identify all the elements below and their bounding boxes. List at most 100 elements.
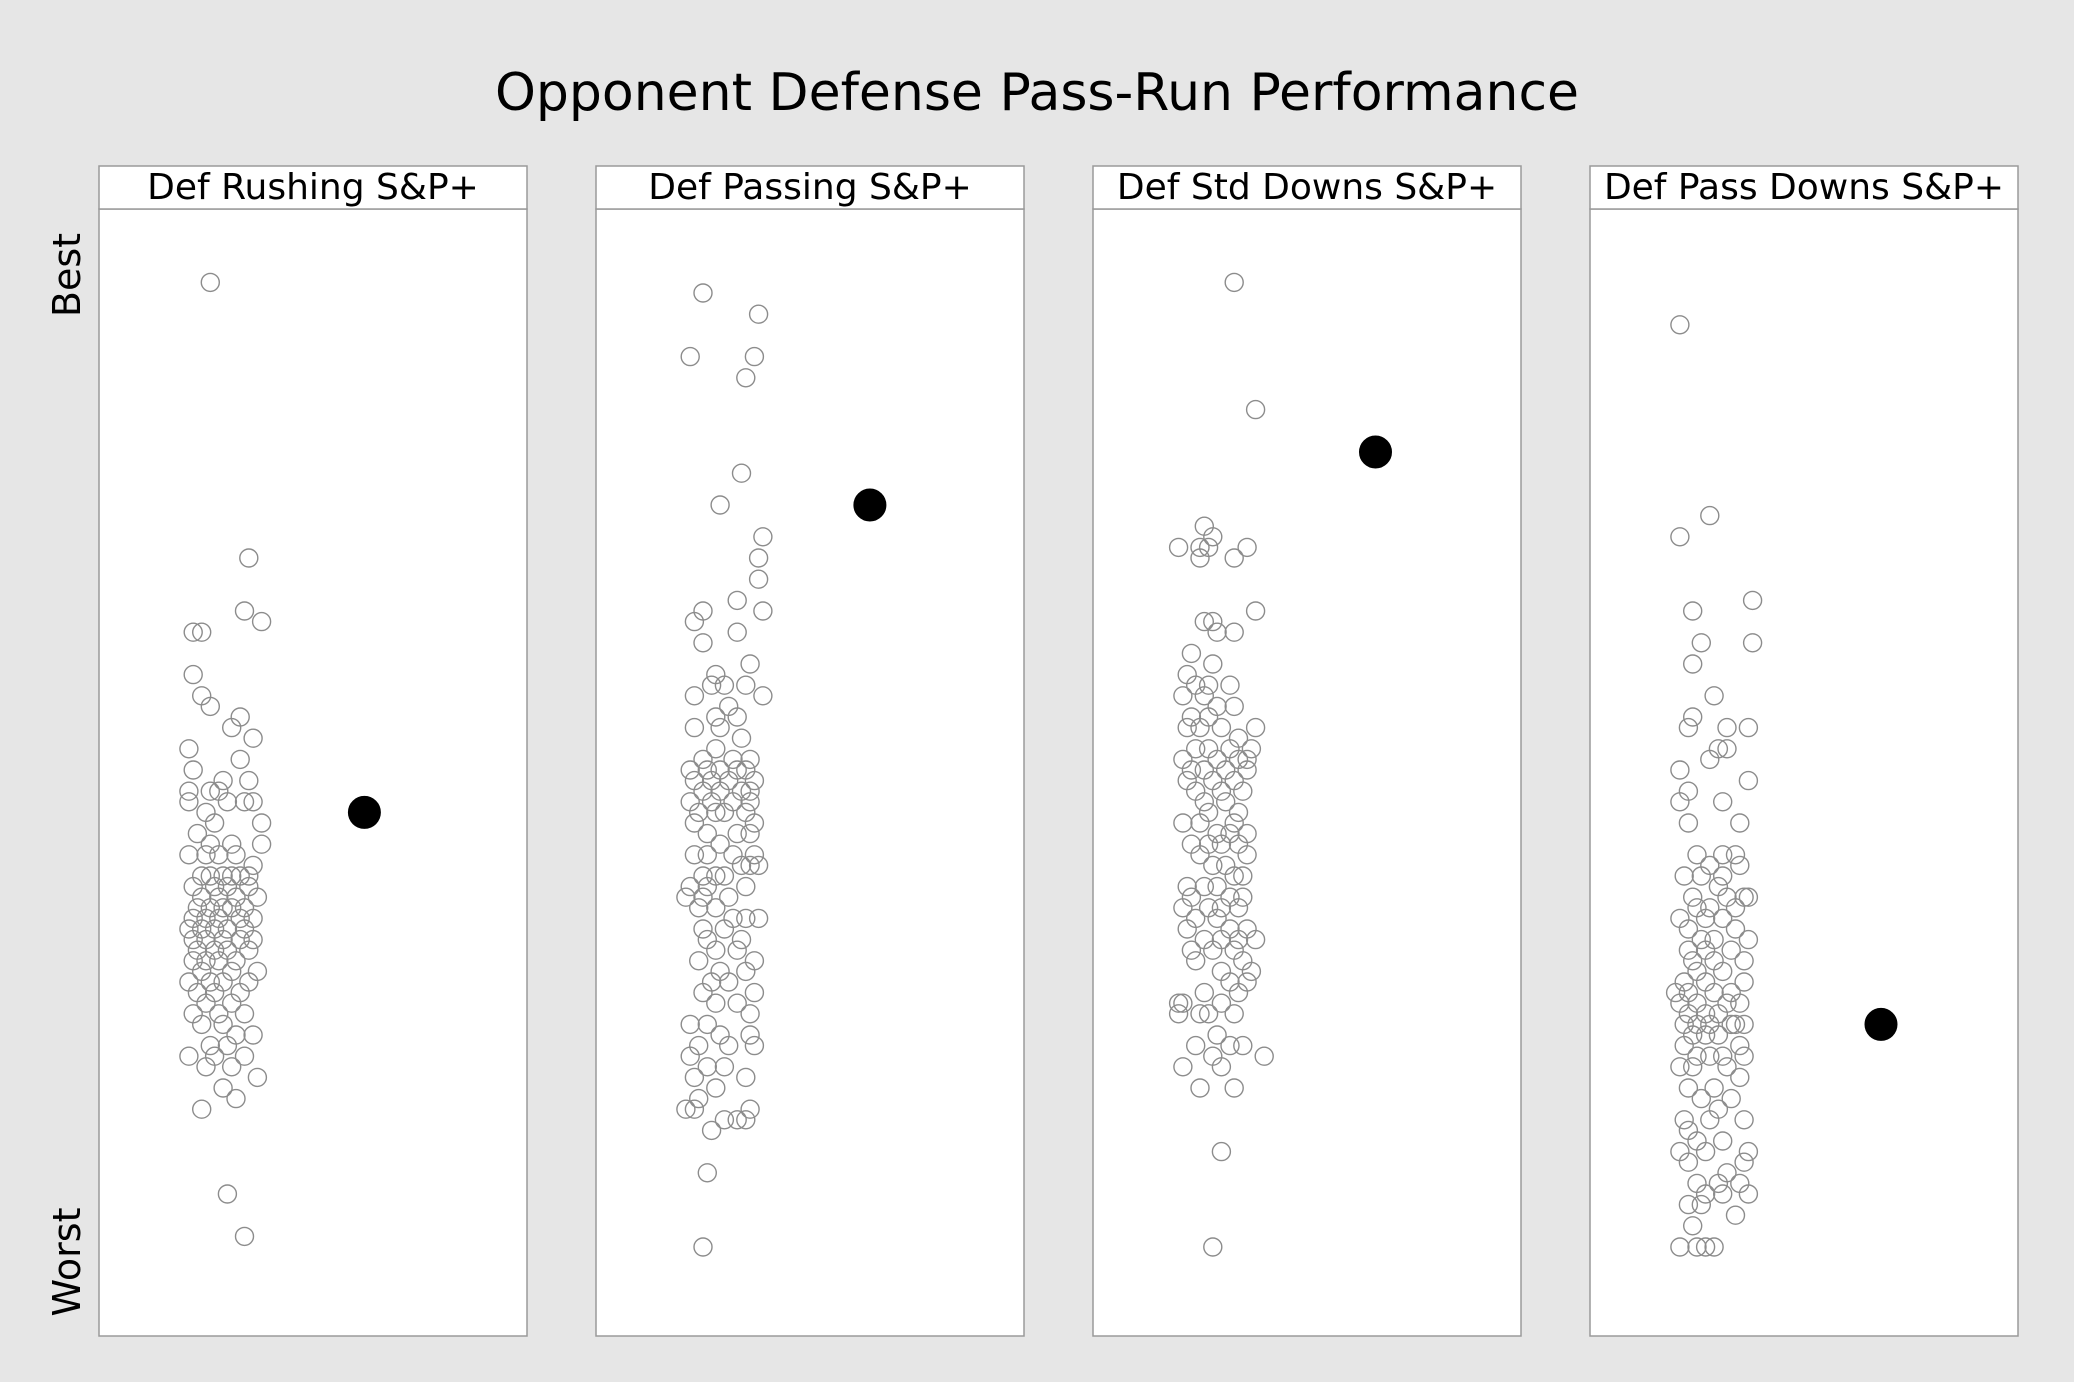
data-point (706, 802, 726, 823)
data-point (213, 1014, 233, 1035)
data-point (183, 664, 203, 685)
data-point (714, 802, 735, 823)
data-point (1203, 940, 1223, 960)
data-point (740, 823, 760, 844)
data-point (727, 707, 747, 727)
highlight-point (853, 488, 887, 522)
data-point (1181, 940, 1202, 960)
data-point (217, 792, 238, 812)
data-point (684, 717, 705, 738)
data-point (1670, 760, 1690, 780)
data-point (200, 696, 221, 717)
data-point (714, 675, 735, 695)
data-point (1168, 993, 1189, 1013)
data-point (204, 876, 225, 897)
data-point (1700, 749, 1720, 770)
data-point (1173, 898, 1193, 918)
data-point (693, 919, 713, 939)
data-point (689, 898, 709, 918)
data-point (1670, 1237, 1690, 1257)
data-point (740, 1004, 760, 1024)
data-point (1237, 760, 1257, 780)
data-point (710, 717, 730, 738)
data-point (200, 866, 221, 886)
data-point (1670, 527, 1690, 547)
data-point (753, 686, 773, 706)
data-point (226, 1088, 246, 1109)
data-point (1691, 866, 1712, 886)
data-point (1691, 1194, 1712, 1215)
panel-1: Def Rushing S&P+ (98, 165, 528, 1337)
data-point (727, 940, 747, 960)
data-point (1665, 982, 1686, 1003)
data-point (1730, 813, 1750, 833)
data-point (748, 569, 769, 589)
data-point (701, 1120, 722, 1141)
panels-group: Def Rushing S&P+ Def Passing S&P+ Def Std … (98, 165, 2019, 1337)
data-point (243, 929, 263, 950)
data-point (1712, 1184, 1733, 1204)
data-point (1682, 1216, 1703, 1236)
data-point (693, 283, 713, 303)
data-point (1228, 982, 1249, 1003)
data-point (179, 919, 199, 939)
data-point (1738, 1184, 1759, 1204)
data-point (1738, 1141, 1759, 1162)
data-point (1670, 792, 1690, 812)
data-point (1168, 537, 1189, 558)
data-point (1725, 919, 1746, 939)
data-point (221, 866, 242, 886)
data-point (1704, 686, 1724, 706)
data-point (1695, 1184, 1716, 1204)
data-point (1704, 1078, 1724, 1098)
data-point (736, 1110, 756, 1130)
data-point (684, 845, 705, 865)
data-point (744, 770, 765, 791)
panel-frame (595, 208, 1025, 1337)
data-point (1717, 1057, 1737, 1077)
data-point (1738, 929, 1759, 950)
data-point (714, 919, 735, 939)
data-point (693, 633, 713, 653)
data-point (1734, 1014, 1754, 1035)
data-point (1233, 781, 1253, 801)
data-point (1245, 717, 1266, 738)
data-point (714, 866, 735, 886)
data-point (247, 1067, 268, 1088)
data-point (1700, 1046, 1720, 1066)
data-point (200, 781, 221, 801)
data-point (234, 1004, 255, 1024)
data-point (727, 823, 747, 844)
data-point (1738, 717, 1759, 738)
data-point (1228, 898, 1249, 918)
data-point (179, 792, 199, 812)
data-point (1228, 929, 1249, 950)
data-point (251, 813, 272, 833)
data-point (196, 1057, 216, 1077)
panel-frame (1092, 208, 1522, 1337)
data-point (740, 654, 760, 674)
data-point (1700, 898, 1720, 918)
data-point (1742, 590, 1763, 611)
data-point (680, 1046, 700, 1066)
data-point (1203, 855, 1223, 876)
data-point (230, 749, 250, 770)
data-point (234, 792, 255, 812)
data-point (1207, 1025, 1227, 1045)
data-point (1712, 1131, 1733, 1151)
data-point (1734, 1110, 1754, 1130)
data-point (1700, 1110, 1720, 1130)
data-point (1177, 876, 1197, 897)
data-point (1211, 781, 1232, 801)
data-point (744, 1035, 765, 1056)
data-point (1695, 1141, 1716, 1162)
data-point (217, 919, 238, 939)
data-point (213, 898, 233, 918)
data-point (1233, 866, 1253, 886)
data-point (1211, 834, 1232, 854)
data-point (701, 792, 722, 812)
data-point (1224, 696, 1244, 717)
data-point (1700, 505, 1720, 526)
data-point (1245, 601, 1266, 621)
data-point (1224, 1004, 1244, 1024)
